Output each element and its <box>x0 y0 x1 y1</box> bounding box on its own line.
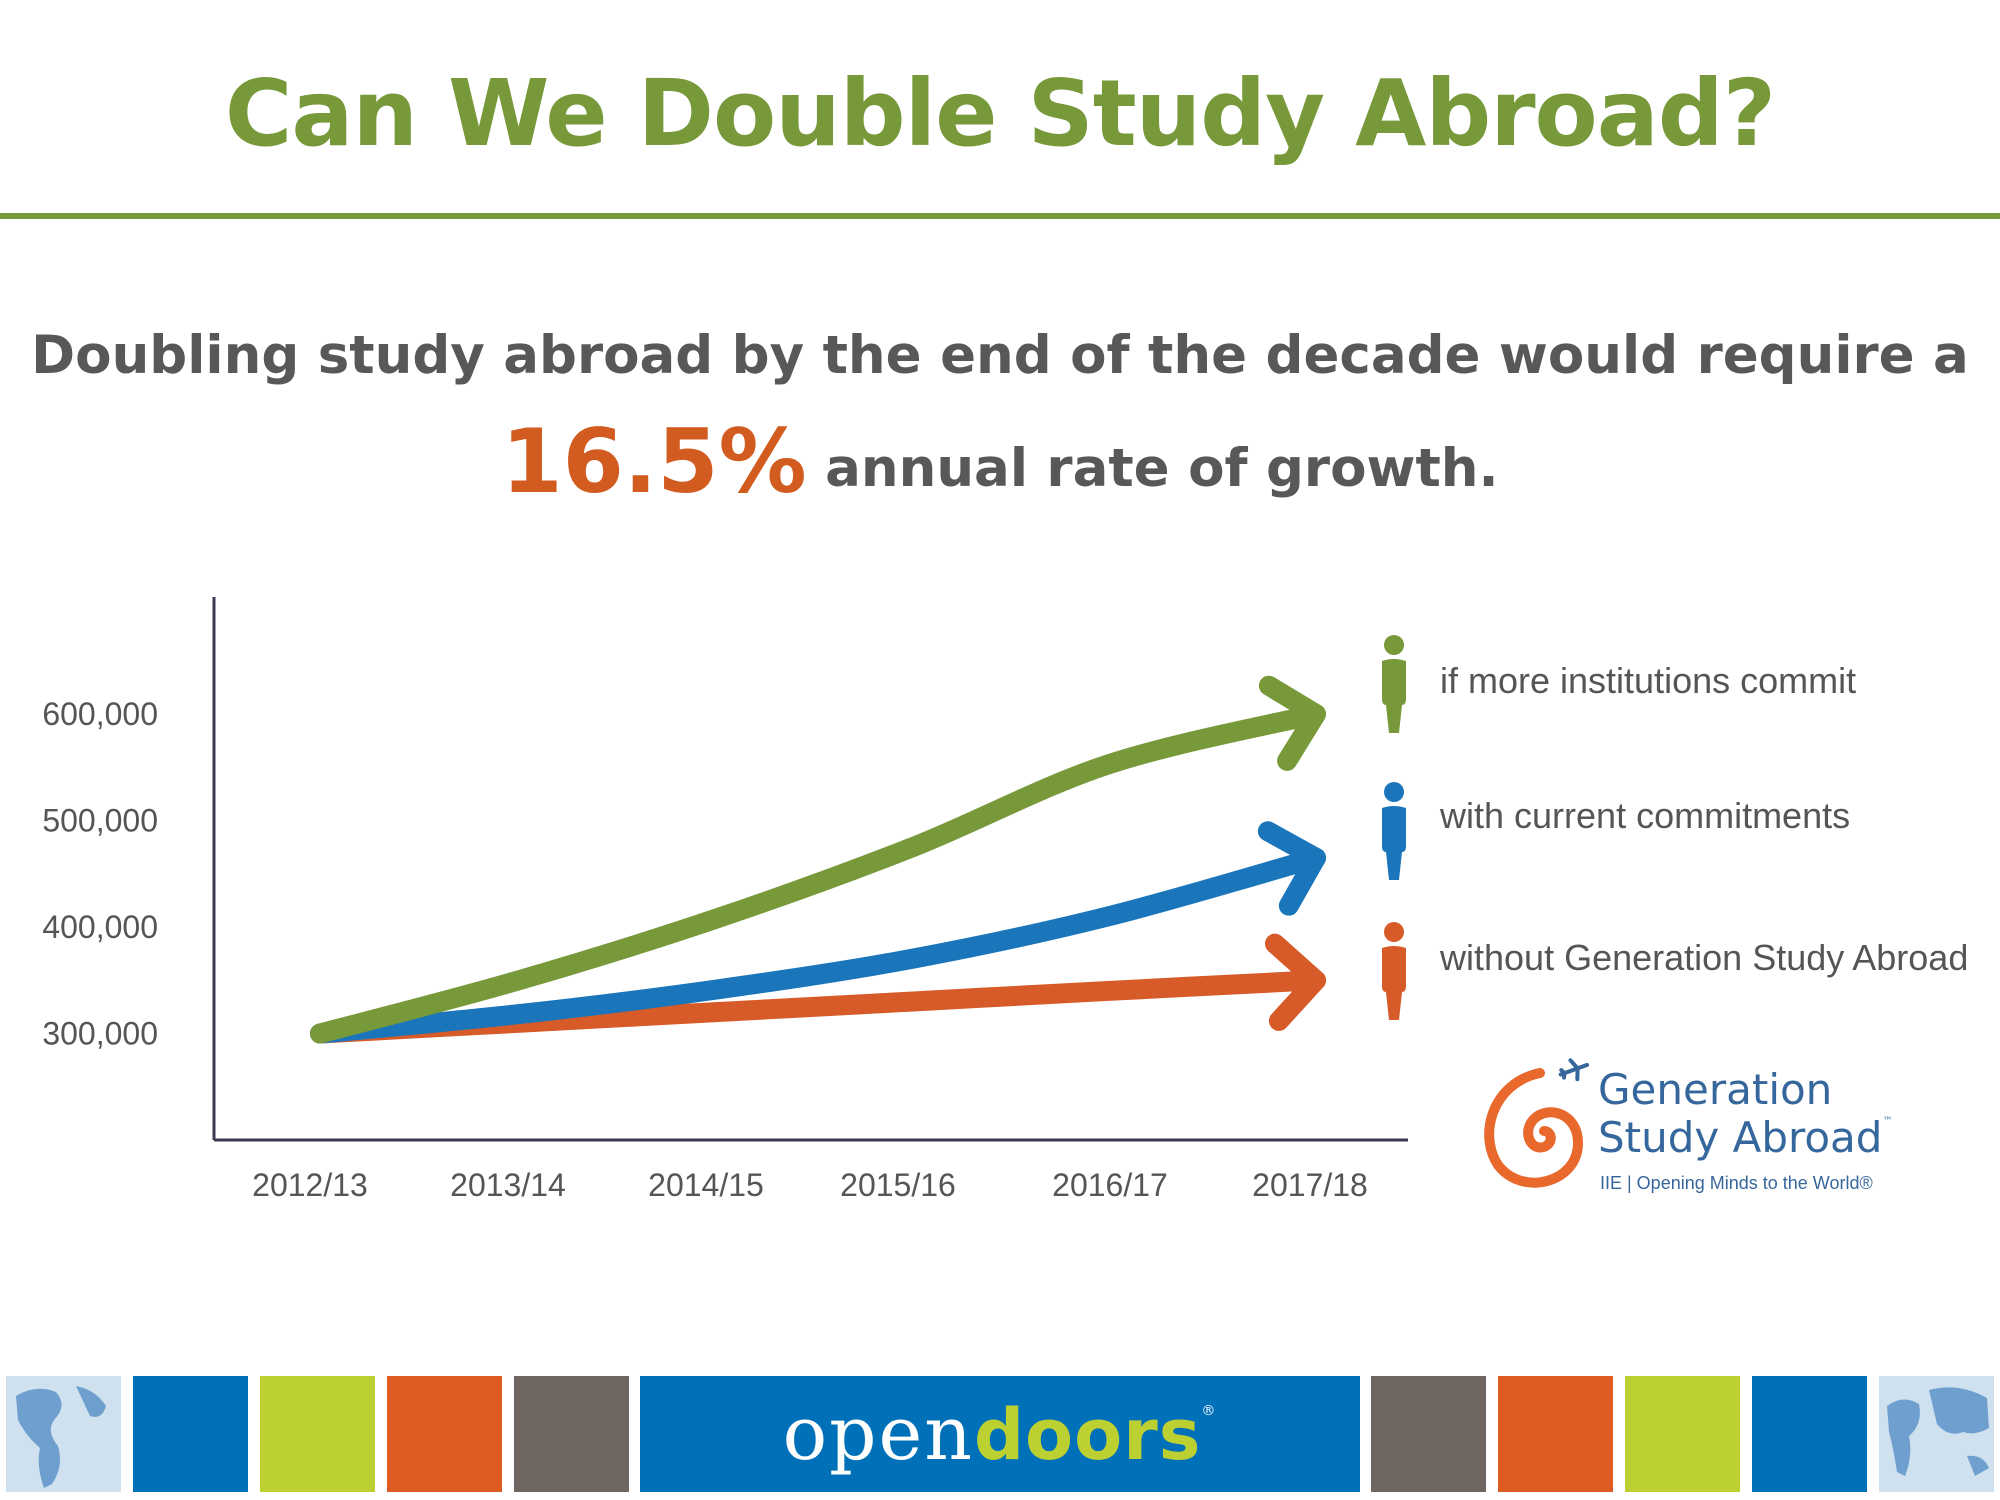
brand-regular: open <box>782 1391 974 1477</box>
chart-axes <box>212 597 1408 1142</box>
x-tick-label: 2013/14 <box>450 1167 566 1203</box>
page-title: Can We Double Study Abroad? <box>224 60 1776 167</box>
footer-tile-blue <box>133 1376 248 1492</box>
legend-label-orange: without Generation Study Abroad <box>1440 937 1969 978</box>
person-icon-green <box>1382 635 1406 733</box>
x-tick-label: 2012/13 <box>252 1167 368 1203</box>
world-map-icon <box>1887 1387 1989 1476</box>
footer-brand-panel <box>640 1376 1360 1492</box>
subtitle-line-2: 16.5% annual rate of growth. <box>0 410 2000 513</box>
growth-chart: 300,000 400,000 500,000 600,000 2012/13 2013… <box>42 597 1408 1203</box>
footer-tile-lime <box>260 1376 375 1492</box>
person-icon-blue <box>1382 782 1406 880</box>
footer-tile-lime-2 <box>1625 1376 1740 1492</box>
subtitle-line-2-text: annual rate of growth. <box>806 438 1499 499</box>
y-tick-label: 500,000 <box>42 803 158 839</box>
y-tick-label: 300,000 <box>42 1016 158 1052</box>
person-icon-orange <box>1382 922 1406 1020</box>
logo-trademark: ™ <box>1882 1116 1893 1127</box>
footer-tile-blue-2 <box>1752 1376 1867 1492</box>
growth-rate-highlight: 16.5% <box>501 410 807 513</box>
x-axis-ticks: 2012/13 2013/14 2014/15 2015/16 2016/17 2017/… <box>252 1167 1368 1203</box>
brand-registered-mark: ® <box>1201 1403 1218 1419</box>
logo-line-2: Study Abroad™ <box>1598 1113 1892 1162</box>
x-tick-label: 2016/17 <box>1052 1167 1168 1203</box>
legend-label-blue: with current commitments <box>1440 795 1851 836</box>
logo-line-1: Generation <box>1598 1065 1833 1114</box>
opendoors-wordmark: opendoors® <box>640 1376 1360 1492</box>
y-axis-ticks: 300,000 400,000 500,000 600,000 <box>42 696 158 1051</box>
generation-study-abroad-logo: Generation Study Abroad™ IIE | Opening M… <box>1470 1055 1940 1205</box>
brand-bold: doors <box>973 1394 1202 1476</box>
series-line <box>310 704 1326 1044</box>
x-tick-label: 2017/18 <box>1252 1167 1368 1203</box>
series-arrowhead <box>1264 933 1326 1031</box>
subtitle-line-1: Doubling study abroad by the end of the … <box>31 325 1969 386</box>
y-tick-label: 600,000 <box>42 696 158 732</box>
logo-line-2-text: Study Abroad <box>1598 1113 1883 1162</box>
world-map-tile-left <box>6 1376 121 1492</box>
chart-series <box>310 675 1326 1044</box>
footer-banner <box>0 1376 2000 1492</box>
x-tick-label: 2015/16 <box>840 1167 956 1203</box>
footer-tile-gray-2 <box>1371 1376 1486 1492</box>
footer-tile-gray <box>514 1376 629 1492</box>
title-divider <box>0 213 2000 219</box>
spiral-plane-icon <box>1484 1058 1590 1188</box>
footer-tile-orange <box>387 1376 502 1492</box>
world-map-icon <box>16 1386 106 1488</box>
series-line <box>310 847 1326 1044</box>
x-tick-label: 2014/15 <box>648 1167 764 1203</box>
world-map-tile-right <box>1879 1376 1994 1492</box>
y-tick-label: 400,000 <box>42 909 158 945</box>
legend-label-green: if more institutions commit <box>1440 660 1857 701</box>
footer-tile-orange-2 <box>1498 1376 1613 1492</box>
logo-tagline: IIE | Opening Minds to the World® <box>1600 1173 1873 1193</box>
series-arrowhead <box>1258 675 1326 771</box>
series-arrowhead <box>1257 821 1326 916</box>
